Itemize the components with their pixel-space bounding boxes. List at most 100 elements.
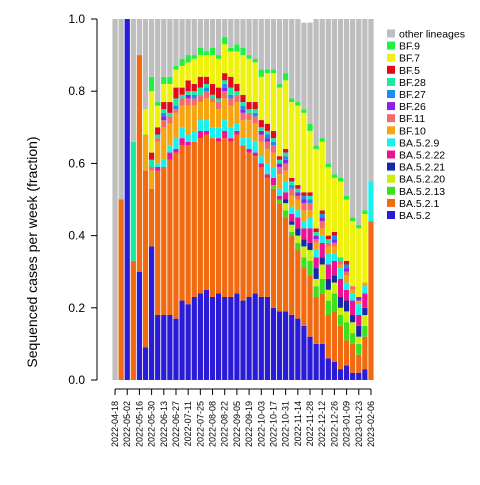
bar-segment-BF-28 xyxy=(283,152,289,157)
bar-segment-BF-7 xyxy=(185,62,191,81)
bar-segment-other-lineages xyxy=(228,19,234,48)
bar-segment-BF-9 xyxy=(167,76,173,84)
bar-segment-BF-28 xyxy=(167,112,173,117)
bar-segment-BF-5 xyxy=(179,87,185,95)
bar-segment-BA-5-2 xyxy=(234,293,240,380)
bar-segment-BF-9 xyxy=(179,58,185,66)
bar-group-2023-01-23 xyxy=(356,19,362,380)
bar-segment-BF-9 xyxy=(362,210,368,214)
x-tick-label: 2022-07-11 xyxy=(183,401,193,446)
bar-segment-BF-7 xyxy=(337,181,344,258)
bar-segment-BF-10 xyxy=(356,300,362,305)
legend-swatch xyxy=(387,53,395,62)
bar-segment-BA-5-2-1 xyxy=(307,275,313,337)
bar-segment-BF-7 xyxy=(313,148,319,229)
bar-segment-BA-5-2-22 xyxy=(343,289,350,301)
bar-segment-BF-9 xyxy=(161,76,167,84)
bar-segment-BA-5-2 xyxy=(362,369,368,380)
bar-segment-BF-10 xyxy=(283,170,289,182)
bar-segment-BA-5-2-9 xyxy=(270,167,277,178)
legend-swatch xyxy=(387,186,395,195)
bar-segment-BF-5 xyxy=(228,76,234,88)
bar-group-2022-09-19 xyxy=(246,19,252,380)
bar-group-2022-08-08 xyxy=(209,19,216,380)
bar-segment-BA-5-2 xyxy=(142,347,149,380)
bar-segment-BF-7 xyxy=(252,62,258,103)
bar-segment-BF-28 xyxy=(185,91,191,95)
x-tick-label: 2022-05-16 xyxy=(134,401,144,447)
bar-segment-BA-5-2-1 xyxy=(148,188,155,247)
bar-segment-BA-5-2-9 xyxy=(191,130,197,142)
x-tick-label: 2022-06-13 xyxy=(159,401,169,447)
bar-segment-BF-7 xyxy=(331,177,338,232)
bar-segment-BF-7 xyxy=(289,102,295,178)
bar-segment-BA-5-2-1 xyxy=(325,315,331,359)
bar-segment-other-lineages xyxy=(283,19,289,74)
bar-group-2022-09-26 xyxy=(252,19,258,380)
bar-segment-BF-5 xyxy=(167,102,173,113)
bar-segment-BA-5-2-22 xyxy=(252,152,258,157)
bar-segment-BA-5-2-1 xyxy=(161,167,167,316)
bar-segment-BF-10 xyxy=(325,246,331,254)
y-tick-label: 1.0 xyxy=(68,12,85,26)
bar-segment-BA-5-2-22 xyxy=(270,177,277,186)
bar-segment-BA-5-2-20 xyxy=(301,246,307,258)
y-tick-label: 0.6 xyxy=(68,156,85,170)
bar-segment-BF-28 xyxy=(258,127,264,131)
bar-segment-BA-5-2-9 xyxy=(331,253,338,261)
bar-segment-BF-9 xyxy=(307,123,313,131)
bar-segment-BA-5-2-9 xyxy=(356,304,362,316)
bar-group-2023-01-30 xyxy=(362,19,368,380)
bar-segment-BF-26 xyxy=(240,109,246,113)
bar-segment-BA-5-2-1 xyxy=(203,134,210,290)
bar-segment-BF-27 xyxy=(301,195,307,200)
bar-segment-BA-5-2-1 xyxy=(368,221,374,380)
bar-segment-BF-9 xyxy=(173,65,179,70)
bar-segment-BF-7 xyxy=(222,44,228,74)
bar-segment-BA-5-2-22 xyxy=(246,148,252,153)
bar-segment-BF-5 xyxy=(289,177,295,182)
bar-segment-BA-5-2-9 xyxy=(368,181,374,222)
bar-segment-BA-5-2-21 xyxy=(319,257,325,265)
bar-segment-BF-26 xyxy=(264,138,270,142)
bar-segment-BF-28 xyxy=(216,98,222,103)
bar-segment-BF-5 xyxy=(252,102,258,110)
bar-segment-BA-5-2-22 xyxy=(203,130,210,135)
bar-segment-BA-5-2 xyxy=(222,296,228,380)
bar-segment-BF-28 xyxy=(155,134,161,139)
bar-segment-BF-9 xyxy=(350,217,356,222)
legend-swatch xyxy=(387,174,395,183)
bar-segment-BA-5-2-1 xyxy=(313,296,319,344)
bar-segment-BF-28 xyxy=(209,94,216,99)
bar-segment-other-lineages xyxy=(148,19,155,77)
bar-segment-BA-5-2-20 xyxy=(325,289,331,301)
bar-segment-BA-5-2-13 xyxy=(307,260,313,276)
bar-group-2022-10-31 xyxy=(283,19,289,380)
bar-segment-BA-5-2 xyxy=(295,318,301,380)
bar-segment-BF-28 xyxy=(313,231,319,236)
bar-segment-BF-26 xyxy=(301,199,307,204)
bar-segment-BA-5-2-1 xyxy=(130,260,136,380)
legend-item: BA.5.2.20 xyxy=(387,174,445,186)
bar-segment-BF-9 xyxy=(325,163,331,168)
bar-segment-BA-5-2-1 xyxy=(167,159,173,316)
x-tick-label: 2022-08-22 xyxy=(220,401,230,447)
bar-segment-other-lineages xyxy=(350,19,356,218)
bar-segment-BF-26 xyxy=(276,163,283,168)
bar-segment-BA-5-2-21 xyxy=(331,275,338,283)
bar-segment-BA-5-2-13 xyxy=(325,300,331,316)
bar-group-2022-06-27 xyxy=(173,19,179,380)
bar-segment-BA-5-2-9 xyxy=(362,286,368,294)
bar-segment-BF-26 xyxy=(319,217,325,222)
bar-segment-BA-5-2-9 xyxy=(343,282,350,290)
legend-item: BA.5.2.1 xyxy=(387,198,439,210)
bar-segment-BF-27 xyxy=(319,213,325,218)
bar-segment-BA-5-2-22 xyxy=(185,141,191,146)
bar-segment-BA-5-2 xyxy=(325,358,331,380)
bar-segment-BF-5 xyxy=(295,185,301,189)
bar-segment-BF-11 xyxy=(252,116,258,124)
bar-segment-BF-10 xyxy=(167,123,173,146)
bar-segment-BF-5 xyxy=(319,210,325,214)
bar-segment-BF-9 xyxy=(216,55,222,59)
bar-segment-BF-27 xyxy=(270,141,277,146)
